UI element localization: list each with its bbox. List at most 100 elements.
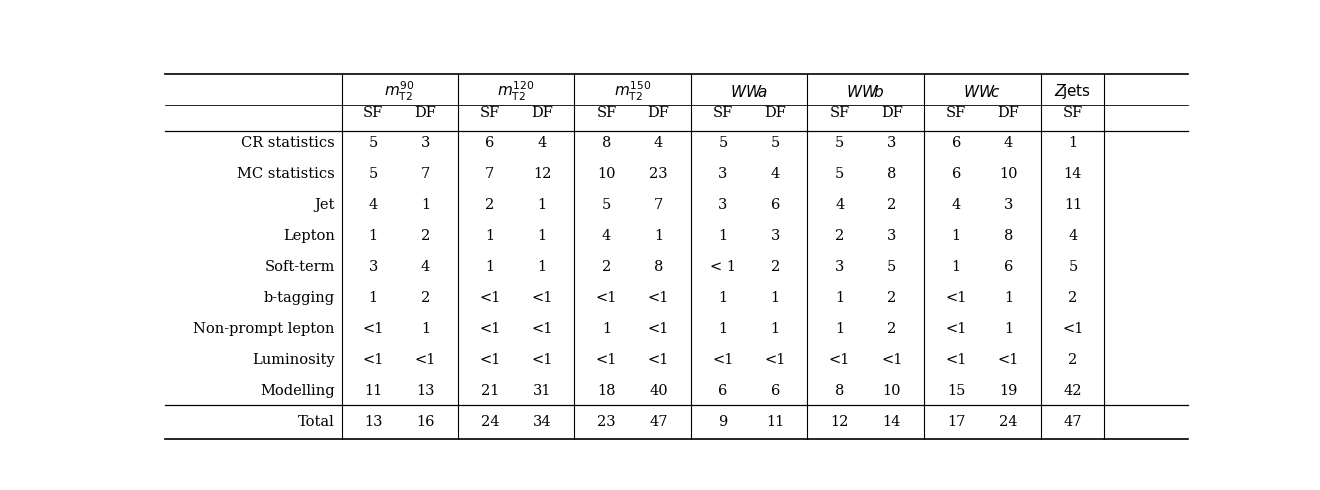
Text: 1: 1 — [1068, 136, 1077, 150]
Text: Soft-term: Soft-term — [264, 260, 335, 274]
Text: 2: 2 — [887, 291, 896, 305]
Text: 1: 1 — [718, 291, 727, 305]
Text: 1: 1 — [771, 322, 780, 336]
Text: 6: 6 — [771, 384, 780, 398]
Text: 23: 23 — [649, 167, 668, 181]
Text: <1: <1 — [531, 353, 553, 367]
Text: 7: 7 — [486, 167, 495, 181]
Text: 12: 12 — [533, 167, 552, 181]
Text: 1: 1 — [836, 322, 845, 336]
Text: <1: <1 — [595, 353, 618, 367]
Text: 6: 6 — [952, 136, 961, 150]
Text: Jet: Jet — [314, 198, 335, 212]
Text: SF: SF — [363, 106, 383, 120]
Text: 40: 40 — [649, 384, 668, 398]
Text: 3: 3 — [887, 136, 896, 150]
Text: 11: 11 — [364, 384, 383, 398]
Text: Lepton: Lepton — [282, 229, 335, 243]
Text: 1: 1 — [486, 229, 495, 243]
Text: 8: 8 — [1003, 229, 1014, 243]
Text: 1: 1 — [537, 229, 546, 243]
Text: 1: 1 — [1005, 322, 1012, 336]
Text: 1: 1 — [1005, 291, 1012, 305]
Text: 8: 8 — [887, 167, 896, 181]
Text: 17: 17 — [948, 415, 965, 429]
Text: <1: <1 — [945, 353, 968, 367]
Text: 2: 2 — [421, 229, 430, 243]
Text: $WW\!b$: $WW\!b$ — [846, 84, 886, 99]
Text: 5: 5 — [836, 167, 845, 181]
Text: SF: SF — [713, 106, 733, 120]
Text: 4: 4 — [1068, 229, 1077, 243]
Text: 1: 1 — [486, 260, 495, 274]
Text: <1: <1 — [363, 353, 384, 367]
Text: DF: DF — [531, 106, 553, 120]
Text: 14: 14 — [883, 415, 902, 429]
Text: 4: 4 — [421, 260, 430, 274]
Text: 5: 5 — [836, 136, 845, 150]
Text: $m_{\mathrm{T2}}^{120}$: $m_{\mathrm{T2}}^{120}$ — [498, 80, 535, 103]
Text: <1: <1 — [945, 291, 968, 305]
Text: $m_{\mathrm{T2}}^{150}$: $m_{\mathrm{T2}}^{150}$ — [614, 80, 651, 103]
Text: DF: DF — [764, 106, 787, 120]
Text: 2: 2 — [771, 260, 780, 274]
Text: 31: 31 — [533, 384, 552, 398]
Text: <1: <1 — [479, 353, 500, 367]
Text: DF: DF — [998, 106, 1019, 120]
Text: 5: 5 — [1068, 260, 1077, 274]
Text: 11: 11 — [766, 415, 784, 429]
Text: 2: 2 — [1068, 291, 1077, 305]
Text: 2: 2 — [1068, 353, 1077, 367]
Text: 3: 3 — [421, 136, 430, 150]
Text: 12: 12 — [830, 415, 849, 429]
Text: CR statistics: CR statistics — [242, 136, 335, 150]
Text: <1: <1 — [363, 322, 384, 336]
Text: DF: DF — [880, 106, 903, 120]
Text: 47: 47 — [1064, 415, 1082, 429]
Text: SF: SF — [829, 106, 850, 120]
Text: <1: <1 — [479, 291, 500, 305]
Text: <1: <1 — [998, 353, 1019, 367]
Text: <1: <1 — [713, 353, 734, 367]
Text: 1: 1 — [952, 229, 961, 243]
Text: Non-prompt lepton: Non-prompt lepton — [193, 322, 335, 336]
Text: SF: SF — [946, 106, 966, 120]
Text: 10: 10 — [999, 167, 1018, 181]
Text: 19: 19 — [999, 384, 1018, 398]
Text: 5: 5 — [771, 136, 780, 150]
Text: 18: 18 — [597, 384, 615, 398]
Text: 4: 4 — [537, 136, 546, 150]
Text: <1: <1 — [414, 353, 436, 367]
Text: 5: 5 — [887, 260, 896, 274]
Text: 3: 3 — [1003, 198, 1014, 212]
Text: 4: 4 — [836, 198, 845, 212]
Text: 2: 2 — [836, 229, 845, 243]
Text: SF: SF — [1063, 106, 1082, 120]
Text: 9: 9 — [718, 415, 727, 429]
Text: Luminosity: Luminosity — [252, 353, 335, 367]
Text: 5: 5 — [368, 136, 378, 150]
Text: 8: 8 — [653, 260, 663, 274]
Text: <1: <1 — [945, 322, 968, 336]
Text: 1: 1 — [836, 291, 845, 305]
Text: 8: 8 — [836, 384, 845, 398]
Text: SF: SF — [479, 106, 500, 120]
Text: $Z\!\mathrm{jets}$: $Z\!\mathrm{jets}$ — [1055, 82, 1092, 101]
Text: $m_{\mathrm{T2}}^{90}$: $m_{\mathrm{T2}}^{90}$ — [384, 80, 414, 103]
Text: 4: 4 — [653, 136, 663, 150]
Text: 4: 4 — [602, 229, 611, 243]
Text: 42: 42 — [1064, 384, 1082, 398]
Text: SF: SF — [597, 106, 616, 120]
Text: 23: 23 — [597, 415, 615, 429]
Text: <1: <1 — [1063, 322, 1084, 336]
Text: 3: 3 — [836, 260, 845, 274]
Text: 24: 24 — [999, 415, 1018, 429]
Text: 13: 13 — [364, 415, 383, 429]
Text: 1: 1 — [368, 229, 378, 243]
Text: 3: 3 — [887, 229, 896, 243]
Text: 8: 8 — [602, 136, 611, 150]
Text: 34: 34 — [533, 415, 552, 429]
Text: 14: 14 — [1064, 167, 1082, 181]
Text: 1: 1 — [421, 322, 430, 336]
Text: 3: 3 — [718, 198, 727, 212]
